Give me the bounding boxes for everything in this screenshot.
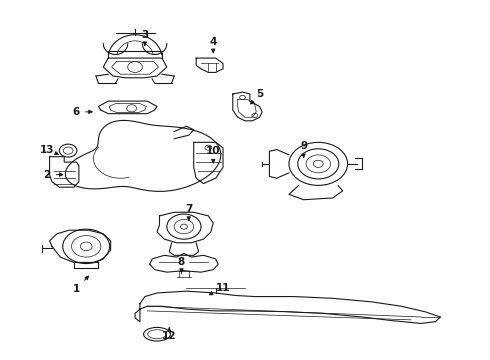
Text: 11: 11: [209, 283, 230, 295]
Text: 13: 13: [40, 144, 58, 155]
Text: 10: 10: [206, 146, 220, 163]
Text: 1: 1: [73, 276, 89, 294]
Text: 12: 12: [162, 328, 176, 341]
Text: 3: 3: [141, 30, 148, 46]
Text: 9: 9: [300, 141, 307, 157]
Text: 6: 6: [73, 107, 92, 117]
Text: 8: 8: [178, 257, 185, 273]
Text: 7: 7: [185, 204, 193, 220]
Text: 2: 2: [44, 170, 63, 180]
Text: 4: 4: [210, 37, 217, 53]
Text: 5: 5: [250, 89, 263, 104]
